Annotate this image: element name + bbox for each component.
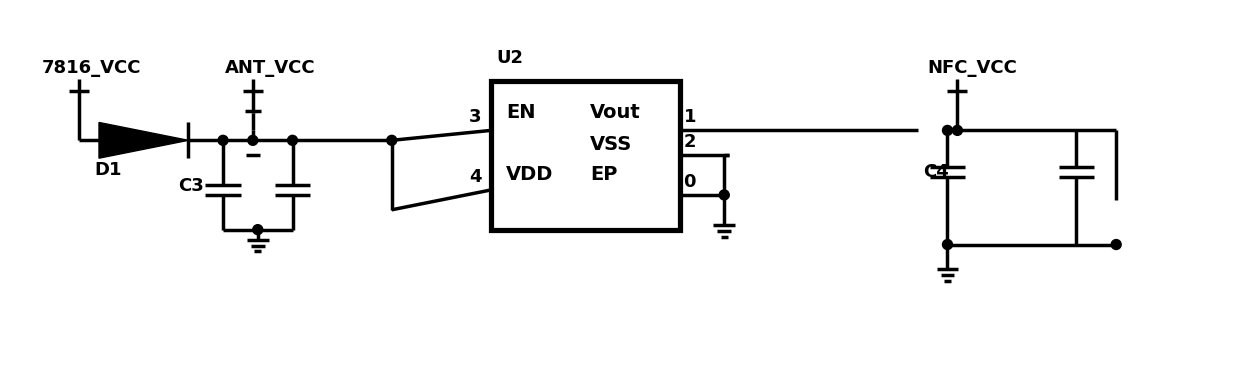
Bar [491, 81, 679, 230]
Circle shape [943, 126, 953, 135]
Text: 3: 3 [470, 108, 482, 126]
Text: NFC_VCC: NFC_VCC [928, 59, 1017, 77]
Text: 0: 0 [684, 173, 696, 191]
Text: 7816_VCC: 7816_VCC [41, 59, 141, 77]
Circle shape [719, 190, 730, 200]
Circle shape [253, 225, 263, 235]
Circle shape [248, 135, 258, 145]
Text: VDD: VDD [506, 165, 554, 184]
Circle shape [218, 135, 228, 145]
Text: C3: C3 [178, 177, 204, 195]
Text: 4: 4 [470, 168, 482, 186]
Text: EN: EN [506, 104, 535, 123]
Text: D1: D1 [94, 161, 121, 179]
Circle shape [943, 239, 953, 250]
Circle shape [953, 126, 963, 135]
Text: 1: 1 [684, 108, 696, 126]
Text: 2: 2 [684, 133, 696, 151]
Circle shape [1111, 239, 1121, 250]
Text: C4: C4 [923, 163, 948, 181]
Text: U2: U2 [496, 49, 523, 67]
Text: ANT_VCC: ANT_VCC [225, 59, 316, 77]
Circle shape [287, 135, 297, 145]
Text: Vout: Vout [590, 104, 641, 123]
Text: VSS: VSS [590, 135, 632, 154]
Polygon shape [99, 123, 188, 158]
Text: EP: EP [590, 165, 617, 184]
Circle shape [387, 135, 396, 145]
